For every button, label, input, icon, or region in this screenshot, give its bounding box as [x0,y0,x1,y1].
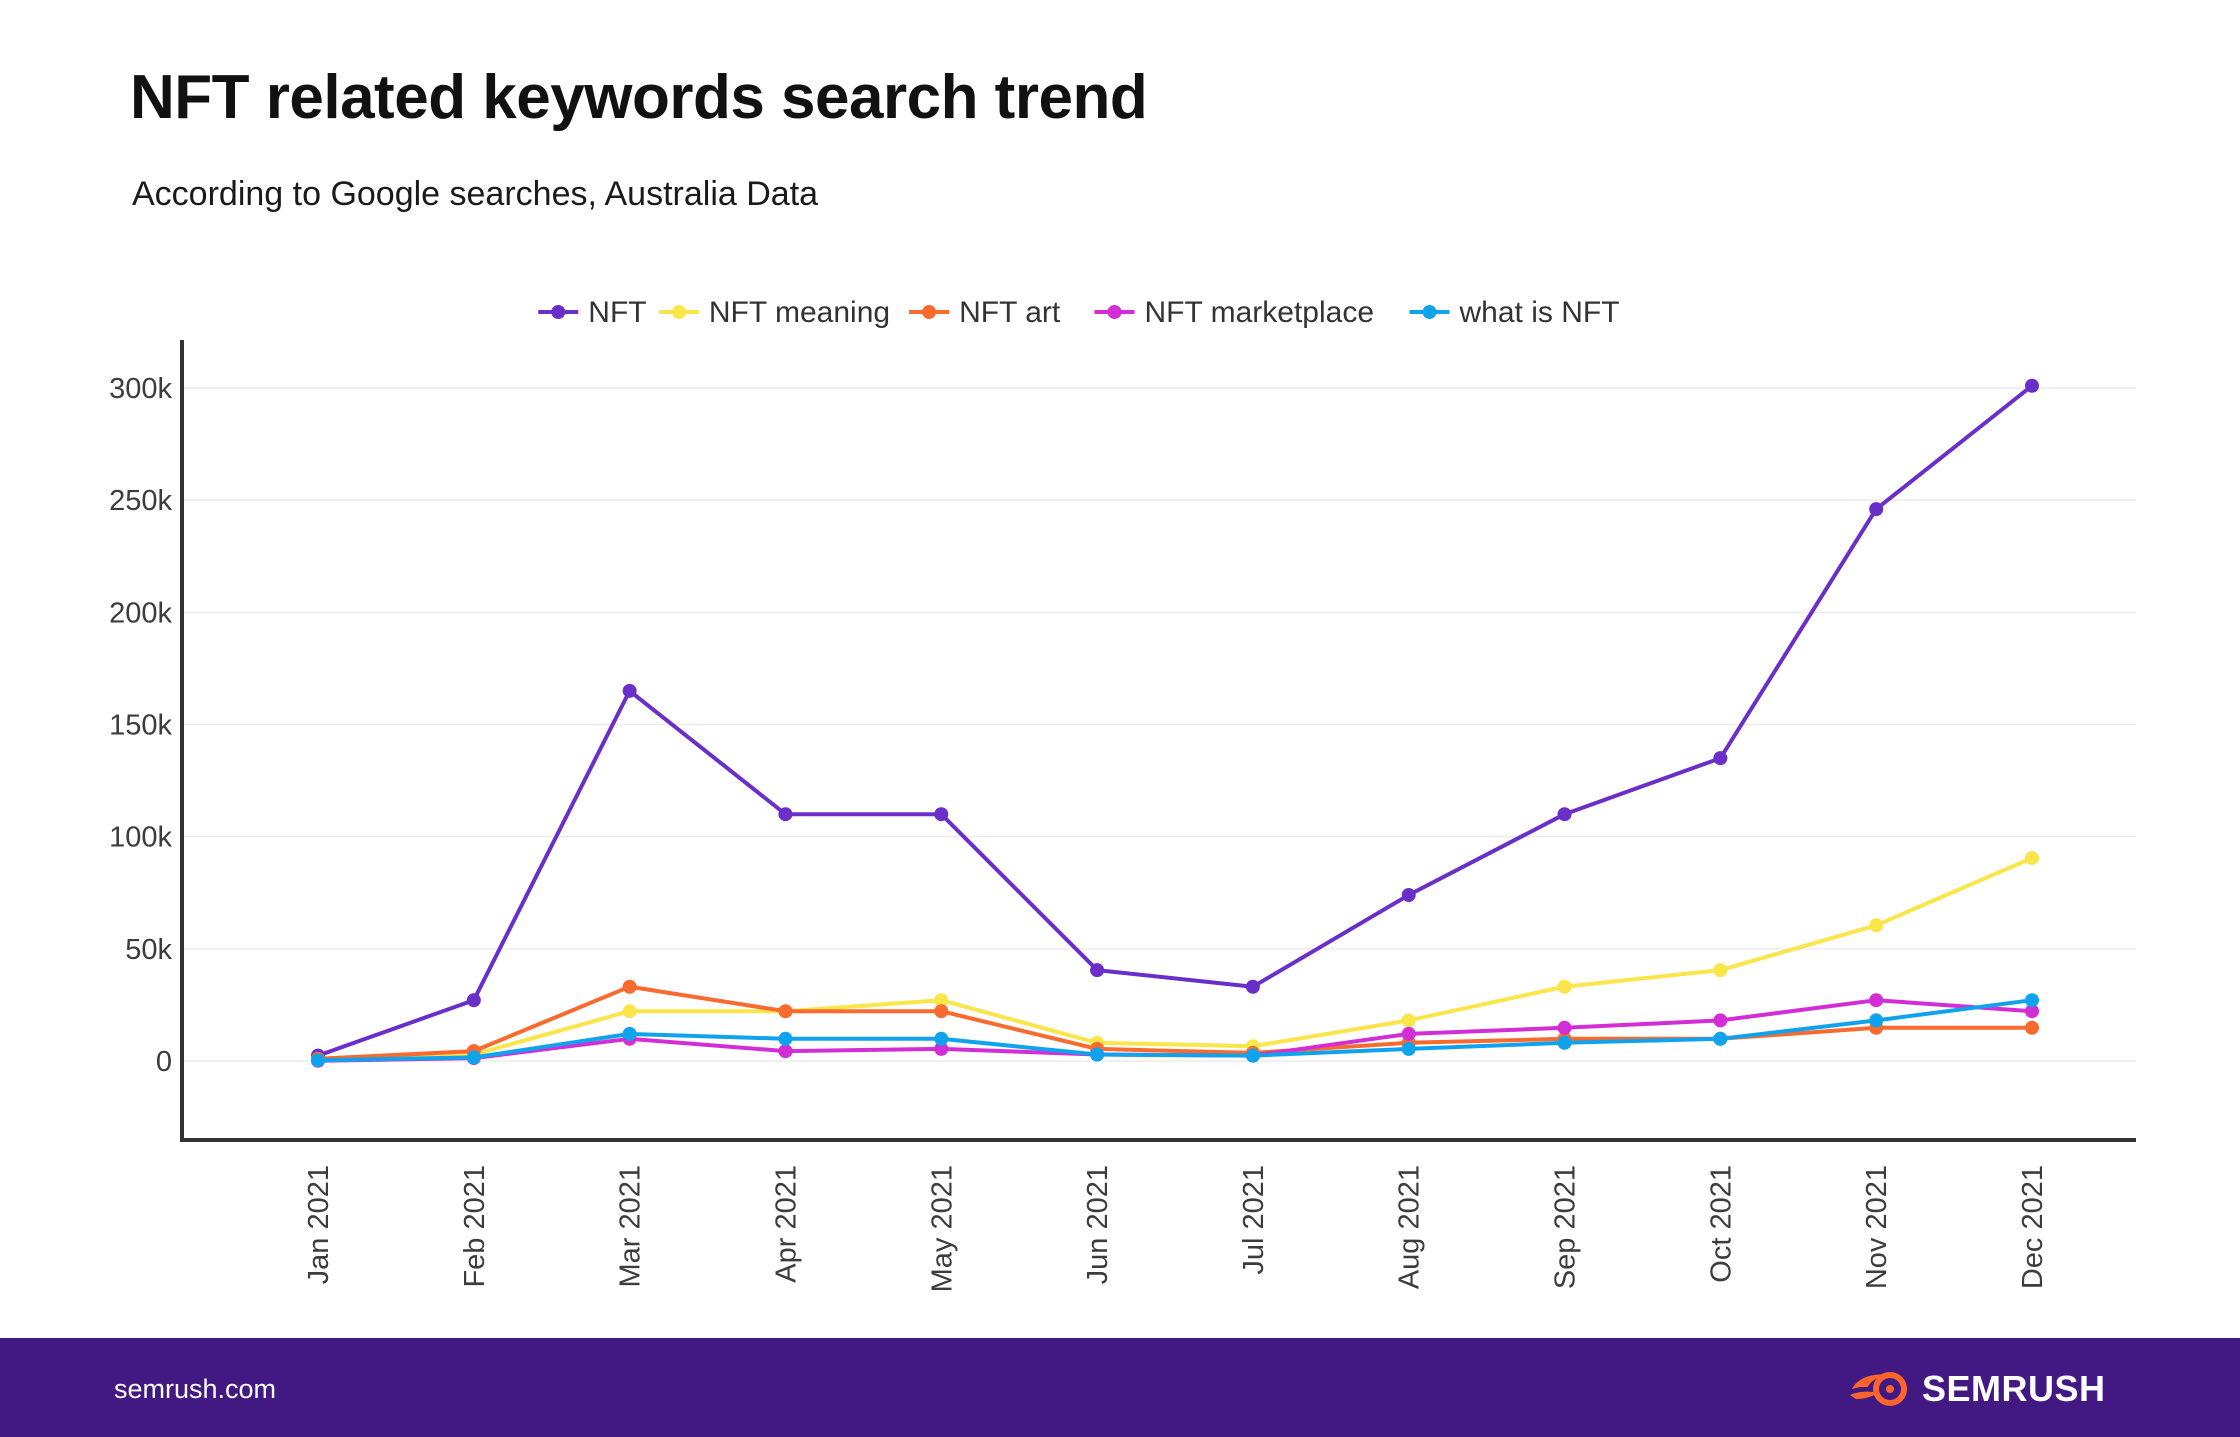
chart-subtitle: According to Google searches, Australia … [132,175,819,213]
legend-label: NFT marketplace [1145,296,1375,329]
legend-marker-dot [1107,305,1122,319]
data-point[interactable] [2025,1004,2039,1019]
y-tick-label: 50k [125,934,172,966]
semrush-flame-icon [1850,1372,1907,1406]
data-point[interactable] [2025,850,2039,865]
data-point[interactable] [622,683,637,698]
legend: NFT NFT meaning NFT art NFT marketplace what… [538,296,1620,329]
brand-name: SEMRUSH [1922,1368,2106,1409]
data-point[interactable] [934,993,949,1008]
data-point[interactable] [1557,807,1572,822]
data-point[interactable] [934,1031,949,1046]
data-point[interactable] [1557,1020,1572,1035]
data-point[interactable] [2025,993,2039,1008]
grid-lines [184,387,2136,1062]
data-point[interactable] [1869,502,1884,517]
legend-label: NFT [588,296,646,329]
data-point[interactable] [1401,1013,1416,1028]
x-tick-label: Jan 2021 [303,1165,335,1284]
data-point[interactable] [778,1031,793,1046]
y-tick-label: 200k [109,597,172,629]
data-point[interactable] [311,1053,325,1068]
series-lines [311,378,2039,1068]
data-point[interactable] [1401,1026,1416,1041]
legend-marker-dot [551,305,566,319]
y-tick-label: 0 [156,1046,172,1078]
y-tick-label: 300k [109,373,172,405]
x-tick-label: Jul 2021 [1238,1165,1270,1275]
data-point[interactable] [934,1004,949,1019]
data-point[interactable] [778,1004,793,1019]
legend-label: NFT art [959,296,1061,329]
x-tick-label: Sep 2021 [1550,1165,1582,1289]
data-point[interactable] [1401,1041,1416,1056]
legend-item[interactable]: NFT marketplace [1094,296,1375,329]
line-chart: 0 50k 100k 150k 200k 250k 300k Jan 2021 Feb 202… [109,296,2136,1292]
data-point[interactable] [622,1026,637,1041]
legend-marker-dot [922,305,937,319]
legend-marker-dot [671,305,686,319]
x-tick-label: Oct 2021 [1705,1165,1737,1283]
series-line [317,998,2033,1063]
x-tick-label: Nov 2021 [1861,1165,1893,1289]
data-point[interactable] [1869,918,1884,933]
legend-item[interactable]: what is NFT [1409,296,1620,329]
y-tick-labels: 0 50k 100k 150k 200k 250k 300k [109,373,172,1078]
data-point[interactable] [1557,979,1572,994]
data-point[interactable] [778,1044,793,1059]
data-point[interactable] [1401,887,1416,902]
series-line [317,984,2032,1061]
data-point[interactable] [934,807,949,822]
legend-item[interactable]: NFT [538,296,647,329]
x-tick-labels: Jan 2021 Feb 2021 Mar 2021 Apr 2021 May 2021… [303,1165,2049,1292]
data-point[interactable] [1713,1013,1728,1028]
data-point[interactable] [1245,979,1260,994]
footer-bar: semrush.com SEMRUSH [0,1338,2240,1437]
data-point[interactable] [1090,963,1105,978]
data-point[interactable] [1245,1048,1260,1063]
series-line [317,384,2034,1058]
x-tick-label: Apr 2021 [770,1165,802,1283]
x-tick-label: Aug 2021 [1394,1165,1426,1289]
x-tick-label: Mar 2021 [615,1165,647,1288]
data-point[interactable] [1713,963,1728,978]
x-tick-label: Feb 2021 [459,1165,491,1288]
series-line [317,856,2033,1061]
y-tick-label: 100k [109,822,172,854]
data-point[interactable] [1557,1035,1572,1050]
data-point[interactable] [778,807,793,822]
x-tick-label: Dec 2021 [2017,1165,2049,1289]
series-nft [311,378,2039,1063]
legend-label: NFT meaning [709,296,890,329]
data-point[interactable] [622,1004,637,1019]
data-point[interactable] [934,1041,949,1056]
axes [180,340,2136,1142]
footer-site-link[interactable]: semrush.com [114,1374,277,1404]
legend-label: what is NFT [1459,296,1620,329]
data-point[interactable] [1090,1047,1105,1062]
series-nft-art [311,979,2039,1066]
series-what-is-nft [311,993,2039,1068]
data-point[interactable] [1869,993,1884,1008]
data-point[interactable] [622,979,637,994]
data-point[interactable] [1869,1013,1884,1028]
x-tick-label: Jun 2021 [1082,1165,1114,1284]
brand-logo: SEMRUSH [1848,1364,2106,1414]
chart-title: NFT related keywords search trend [130,63,1148,132]
y-tick-label: 250k [109,485,172,517]
data-point[interactable] [1713,751,1728,766]
legend-item[interactable]: NFT art [909,296,1061,329]
data-point[interactable] [2025,1020,2039,1035]
data-point[interactable] [466,993,481,1008]
y-tick-label: 150k [109,710,172,742]
legend-marker-dot [1422,305,1437,319]
data-point[interactable] [466,1050,481,1065]
data-point[interactable] [1713,1031,1728,1046]
data-point[interactable] [2025,378,2039,393]
x-tick-label: May 2021 [926,1165,958,1292]
legend-item[interactable]: NFT meaning [658,296,890,329]
